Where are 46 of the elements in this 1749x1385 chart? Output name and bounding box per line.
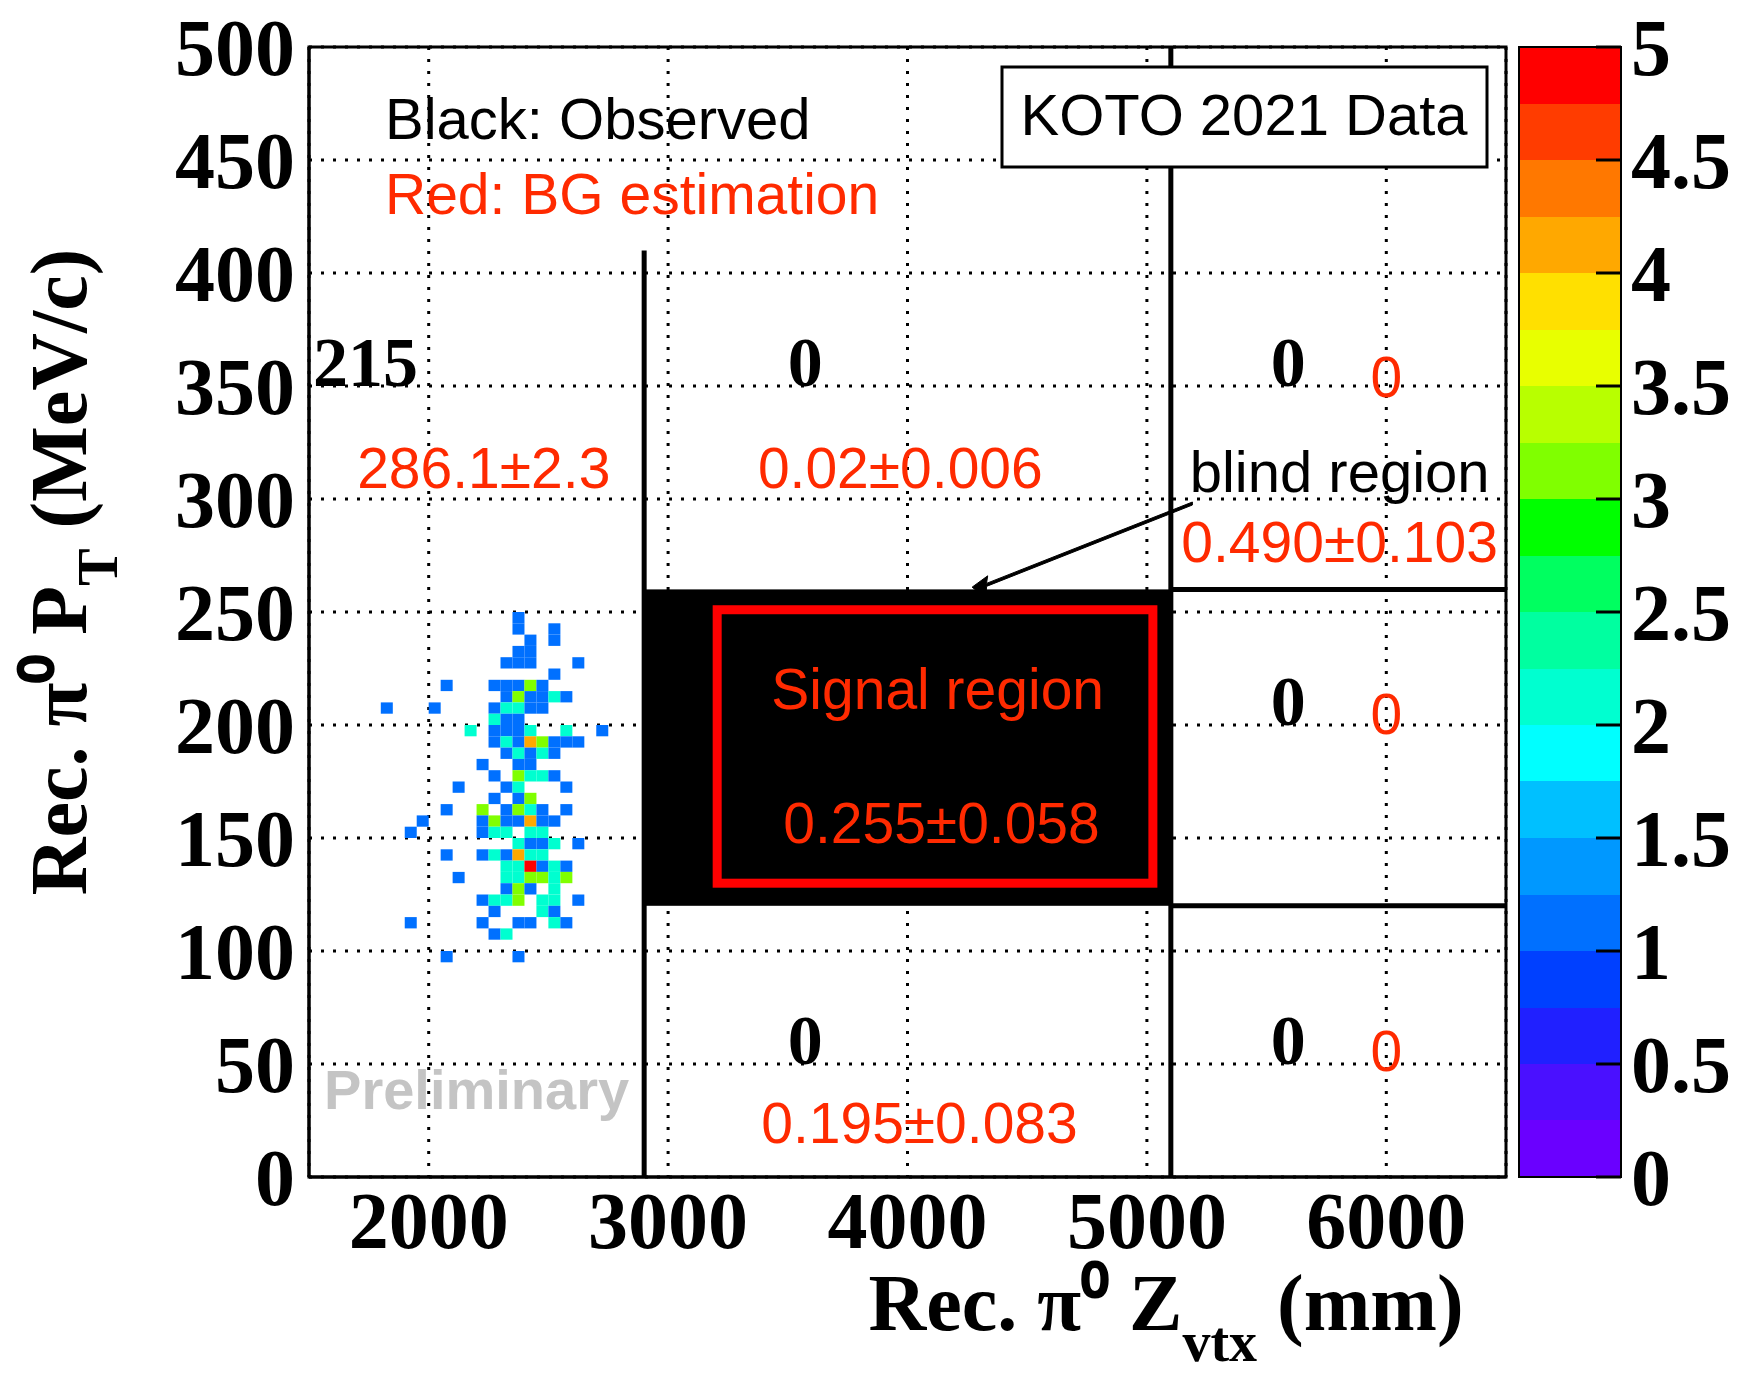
y-tick-label: 250: [175, 569, 295, 658]
color-bar-label: 3.5: [1631, 343, 1731, 431]
annotation: blind region: [1189, 439, 1490, 505]
x-tick-label: 3000: [588, 1176, 749, 1265]
color-bar-label: 4.5: [1631, 117, 1731, 205]
y-tick-label: 450: [175, 117, 295, 206]
color-bar-label: 3: [1631, 456, 1671, 544]
annotation: 0: [1270, 663, 1306, 740]
y-tick-label: 100: [175, 908, 295, 997]
annotation: 0.195±0.083: [761, 1091, 1078, 1156]
color-bar-label: 2: [1631, 682, 1671, 770]
annotation: Black: Observed: [385, 86, 811, 151]
y-tick-label: 300: [175, 456, 295, 545]
annotation: 0: [1270, 324, 1306, 401]
y-tick-label: 50: [215, 1021, 295, 1110]
annotation: Preliminary: [324, 1058, 630, 1122]
y-tick-label: 150: [175, 795, 295, 884]
y-tick-label: 350: [175, 343, 295, 432]
color-bar-label: 5: [1631, 4, 1671, 92]
y-tick-label: 200: [175, 682, 295, 771]
y-tick-label: 0: [255, 1134, 295, 1223]
color-bar-label: 1: [1631, 908, 1671, 996]
annotation: 0: [1370, 1018, 1403, 1083]
color-bar-label: 0.5: [1631, 1021, 1731, 1109]
x-tick-label: 2000: [348, 1176, 509, 1265]
annotation: 0.02±0.006: [757, 435, 1043, 500]
x-tick-label: 6000: [1306, 1176, 1467, 1265]
annotation: 0: [1370, 345, 1403, 410]
color-bar-label: 0: [1631, 1134, 1671, 1222]
annotation: 215: [313, 324, 418, 401]
color-bar-label: 1.5: [1631, 795, 1731, 883]
color-bar-label: 2.5: [1631, 569, 1731, 657]
annotation: 0: [1270, 1002, 1306, 1079]
annotation: KOTO 2021 Data: [1020, 82, 1469, 147]
annotation: 0.490±0.103: [1181, 510, 1498, 575]
color-bar-label: 4: [1631, 230, 1671, 318]
annotation: 0.255±0.058: [783, 790, 1100, 855]
annotation: 0: [787, 324, 823, 401]
y-tick-label: 500: [175, 4, 295, 93]
annotation: Red: BG estimation: [385, 162, 880, 226]
y-tick-label: 400: [175, 230, 295, 319]
annotation: 0: [787, 1002, 823, 1079]
annotation: 286.1±2.3: [357, 435, 611, 500]
x-tick-label: 4000: [827, 1176, 988, 1265]
annotation: 0: [1370, 682, 1403, 747]
annotation: Signal region: [771, 657, 1105, 722]
